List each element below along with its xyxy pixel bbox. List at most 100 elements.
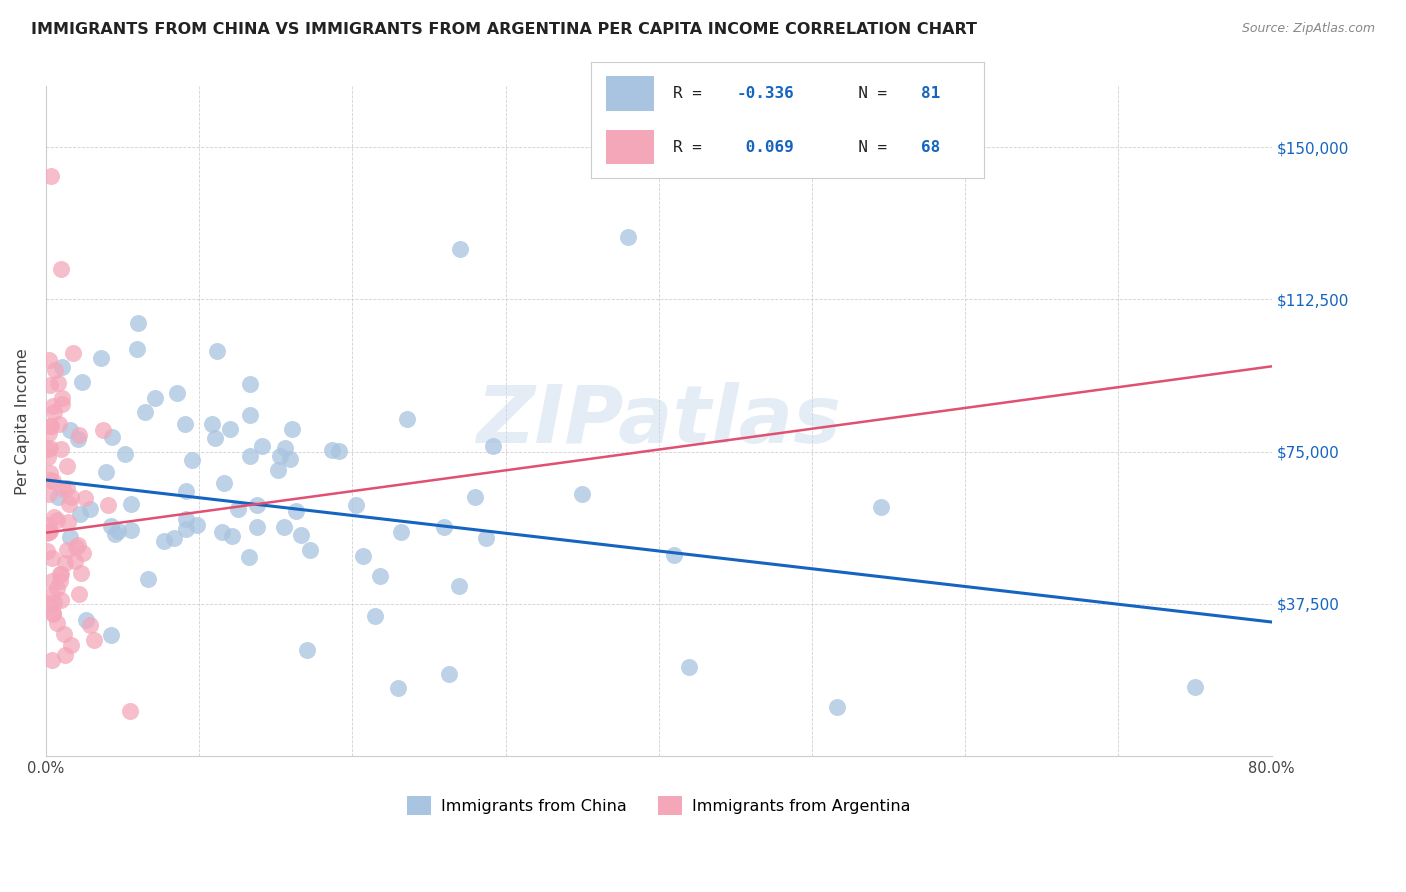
Bar — [606, 129, 654, 164]
Text: -0.336: -0.336 — [737, 87, 794, 102]
Point — [174, 417, 197, 432]
Point — [212, 476, 235, 491]
Point — [45, 513, 67, 527]
Point — [295, 642, 318, 657]
Point — [96, 465, 118, 479]
Point — [143, 391, 166, 405]
Point — [41, 607, 63, 621]
Point — [38, 487, 60, 501]
Point — [41, 550, 63, 565]
Point — [162, 531, 184, 545]
Point — [90, 351, 112, 365]
Point — [51, 360, 73, 375]
Point — [72, 546, 94, 560]
Point — [100, 628, 122, 642]
Text: 81: 81 — [921, 87, 941, 102]
Point — [38, 377, 60, 392]
Point — [69, 507, 91, 521]
Point — [205, 344, 228, 359]
Point — [37, 450, 59, 464]
Point — [104, 526, 127, 541]
Point — [67, 537, 90, 551]
Point — [38, 524, 60, 539]
Point — [662, 548, 685, 562]
Point — [134, 405, 156, 419]
Point — [174, 512, 197, 526]
Point — [49, 442, 72, 456]
Point — [166, 386, 188, 401]
Point — [250, 439, 273, 453]
Text: 0.069: 0.069 — [737, 139, 794, 154]
Point — [274, 441, 297, 455]
Point — [56, 542, 79, 557]
Point — [75, 613, 97, 627]
Point — [73, 491, 96, 505]
Point — [368, 569, 391, 583]
Point — [389, 525, 412, 540]
Point — [39, 466, 62, 480]
Point — [41, 653, 63, 667]
Point — [51, 397, 73, 411]
Point — [67, 587, 90, 601]
Point — [37, 442, 59, 456]
Point — [37, 543, 59, 558]
Point — [127, 342, 149, 356]
Point — [83, 633, 105, 648]
Point — [1184, 680, 1206, 694]
Point — [352, 549, 374, 563]
Point — [42, 474, 65, 488]
Point — [59, 490, 82, 504]
Point — [239, 377, 262, 392]
Text: R =: R = — [673, 139, 711, 154]
Point — [120, 497, 142, 511]
Point — [48, 574, 70, 588]
Point — [481, 440, 503, 454]
Point — [39, 473, 62, 487]
Legend: Immigrants from China, Immigrants from Argentina: Immigrants from China, Immigrants from A… — [401, 789, 917, 822]
Point — [49, 592, 72, 607]
Point — [53, 648, 76, 662]
Point — [100, 519, 122, 533]
Point — [321, 443, 343, 458]
Point — [48, 417, 70, 431]
Point — [273, 520, 295, 534]
Text: IMMIGRANTS FROM CHINA VS IMMIGRANTS FROM ARGENTINA PER CAPITA INCOME CORRELATION: IMMIGRANTS FROM CHINA VS IMMIGRANTS FROM… — [31, 22, 977, 37]
Point — [245, 520, 267, 534]
Point — [120, 704, 142, 718]
Point — [58, 497, 80, 511]
Point — [269, 449, 291, 463]
Point — [387, 681, 409, 695]
Point — [53, 627, 76, 641]
Point — [46, 490, 69, 504]
Point — [55, 482, 77, 496]
Point — [44, 405, 66, 419]
Point — [91, 423, 114, 437]
Point — [219, 421, 242, 435]
Point — [678, 659, 700, 673]
Point — [38, 426, 60, 441]
Point — [464, 490, 486, 504]
Point — [38, 524, 60, 539]
Point — [825, 700, 848, 714]
Text: R =: R = — [673, 87, 711, 102]
Point — [67, 427, 90, 442]
Point — [395, 411, 418, 425]
Point — [59, 423, 82, 437]
Point — [45, 581, 67, 595]
Point — [79, 618, 101, 632]
Point — [571, 487, 593, 501]
Point — [153, 533, 176, 548]
Point — [41, 574, 63, 588]
Point — [65, 541, 87, 555]
Point — [37, 518, 59, 533]
Y-axis label: Per Capita Income: Per Capita Income — [15, 348, 30, 494]
Point — [66, 432, 89, 446]
Point — [290, 528, 312, 542]
Point — [449, 242, 471, 256]
Point — [181, 452, 204, 467]
Point — [344, 498, 367, 512]
Point — [44, 363, 66, 377]
Point — [474, 531, 496, 545]
Text: Source: ZipAtlas.com: Source: ZipAtlas.com — [1241, 22, 1375, 36]
Point — [53, 556, 76, 570]
